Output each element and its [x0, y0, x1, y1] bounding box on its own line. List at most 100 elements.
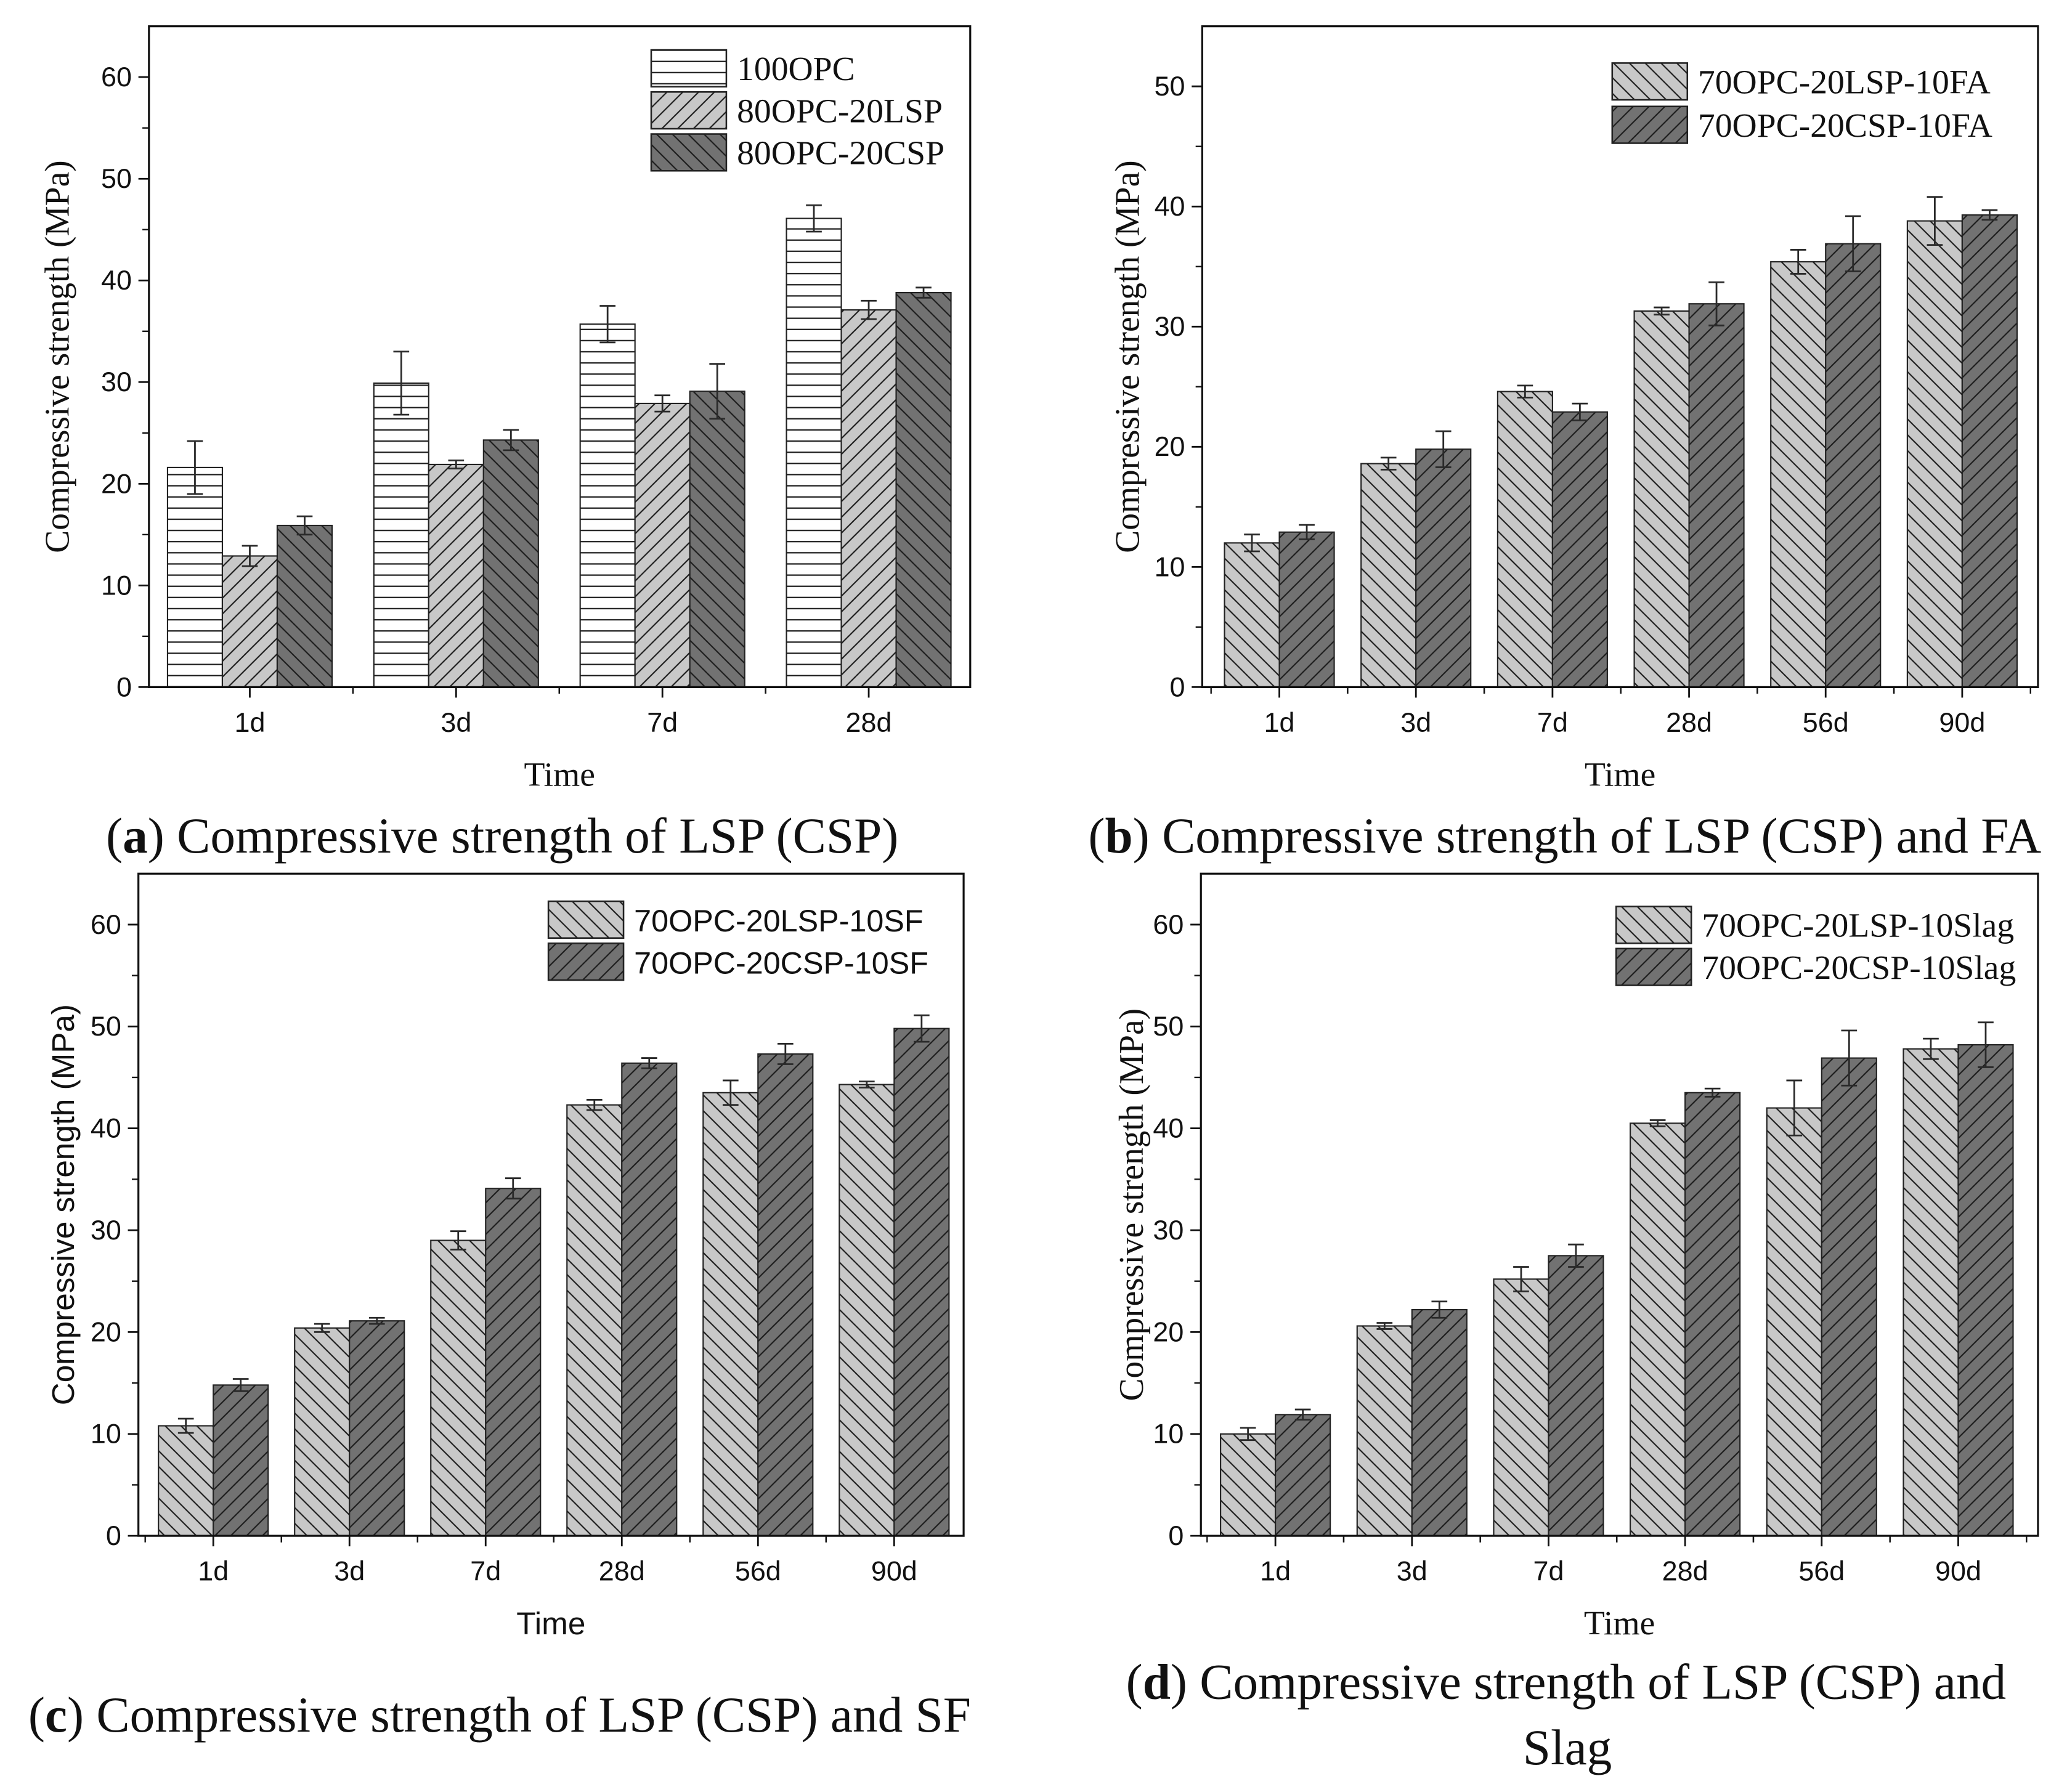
plot-frame: [1200, 872, 2039, 1537]
y-tick-label: 60: [1153, 909, 1184, 940]
x-tick-label: 56d: [735, 1555, 781, 1587]
caption-d: (d) Compressive strength of LSP (CSP) an…: [1126, 1655, 2007, 1710]
y-tick-label: 40: [91, 1113, 121, 1144]
bar-80opc-20csp-1d: [276, 524, 333, 688]
x-tick-label: 7d: [1537, 707, 1568, 738]
x-tick-label: 56d: [1798, 1555, 1845, 1587]
bar-70opc-20lsp-10sf-56d: [702, 1092, 759, 1537]
plot-frame: [137, 872, 965, 1537]
legend-label-70opc-20csp-10fa: 70OPC-20CSP-10FA: [1698, 107, 1992, 145]
bar-80opc-20lsp-7d: [634, 402, 691, 688]
bar-100opc-28d: [786, 217, 842, 688]
error-bar-70opc-20csp-10fa-1d: [1299, 524, 1315, 540]
error-bar-80opc-20csp-7d: [709, 363, 726, 420]
y-tick-label: 20: [91, 1316, 121, 1347]
error-bar-70opc-20csp-10fa-7d: [1572, 402, 1588, 421]
y-tick-label: 20: [101, 468, 132, 499]
bar-70opc-20lsp-10slag-1d: [1220, 1433, 1277, 1537]
x-tick-label: 3d: [1400, 707, 1431, 738]
error-bar-100opc-3d: [393, 351, 410, 416]
y-tick-label: 40: [1155, 190, 1185, 222]
bar-70opc-20lsp-10fa-90d: [1906, 220, 1963, 688]
x-tick-label: 28d: [846, 707, 892, 738]
y-tick-label: 30: [91, 1214, 121, 1246]
legend-label-70opc-20csp-10slag: 70OPC-20CSP-10Slag: [1702, 949, 2016, 987]
legend-swatch-80opc-20csp: [650, 133, 728, 172]
error-bar-80opc-20lsp-28d: [861, 299, 877, 320]
x-tick-label: 1d: [1260, 1555, 1291, 1587]
y-tick-label: 60: [101, 61, 132, 92]
bar-70opc-20lsp-10slag-28d: [1630, 1122, 1686, 1537]
bar-70opc-20csp-10fa-3d: [1415, 448, 1472, 688]
legend-swatch-70opc-20lsp-10fa: [1611, 62, 1689, 101]
bar-100opc-1d: [166, 466, 224, 688]
caption-a-text: ) Compressive strength of LSP (CSP): [148, 808, 899, 864]
error-bar-70opc-20lsp-10sf-3d: [314, 1323, 330, 1333]
bar-70opc-20lsp-10sf-1d: [158, 1425, 214, 1537]
bar-70opc-20csp-10sf-90d: [893, 1028, 950, 1537]
bar-70opc-20lsp-10sf-28d: [566, 1104, 623, 1537]
caption-c-text: ) Compressive strength of LSP (CSP) and …: [67, 1687, 971, 1743]
x-tick-label: 3d: [334, 1555, 365, 1587]
y-tick-label: 20: [1155, 431, 1185, 462]
y-axis-title: Compressive strength (MPa): [1110, 160, 1147, 553]
bar-70opc-20lsp-10fa-28d: [1633, 310, 1690, 688]
bar-80opc-20lsp-28d: [840, 309, 897, 688]
bar-70opc-20lsp-10fa-56d: [1770, 261, 1827, 688]
error-bar-70opc-20csp-10fa-90d: [1981, 209, 1998, 221]
caption-d-open: (: [1126, 1655, 1143, 1710]
x-tick-label: 7d: [470, 1555, 501, 1587]
error-bar-70opc-20csp-10fa-28d: [1708, 281, 1724, 326]
bar-70opc-20csp-10slag-7d: [1548, 1255, 1604, 1537]
y-tick-label: 50: [1155, 70, 1185, 102]
error-bar-70opc-20lsp-10slag-3d: [1376, 1322, 1393, 1330]
y-tick-label: 50: [91, 1010, 121, 1042]
y-tick-label: 10: [1155, 551, 1185, 582]
error-bar-70opc-20lsp-10fa-1d: [1244, 533, 1260, 553]
x-tick-label: 1d: [1264, 707, 1295, 738]
error-bar-70opc-20csp-10sf-56d: [777, 1043, 794, 1065]
caption-c: (c) Compressive strength of LSP (CSP) an…: [28, 1687, 971, 1743]
caption-c-label: c: [45, 1687, 67, 1743]
y-tick-label: 50: [1153, 1010, 1184, 1042]
bar-80opc-20csp-3d: [482, 439, 539, 688]
bar-70opc-20lsp-10sf-90d: [839, 1084, 895, 1537]
caption-a-open: (: [106, 808, 123, 864]
x-axis-title: Time: [516, 1606, 585, 1641]
y-tick-label: 0: [1170, 671, 1185, 702]
bar-70opc-20csp-10sf-3d: [349, 1320, 405, 1537]
legend: 70OPC-20LSP-10Slag 70OPC-20CSP-10Slag: [1615, 906, 2016, 987]
y-tick-label: 10: [1153, 1418, 1184, 1449]
caption-a-label: a: [123, 808, 148, 864]
bar-70opc-20csp-10sf-56d: [757, 1053, 814, 1537]
error-bar-70opc-20csp-10fa-3d: [1435, 430, 1452, 468]
error-bar-80opc-20lsp-3d: [448, 459, 465, 469]
error-bar-70opc-20lsp-10sf-28d: [586, 1098, 603, 1111]
legend-label-70opc-20lsp-10slag: 70OPC-20LSP-10Slag: [1702, 907, 2014, 945]
y-axis-title: Compressive strength (MPa): [1113, 1008, 1151, 1401]
bar-70opc-20lsp-10sf-3d: [294, 1327, 351, 1537]
y-tick-label: 0: [1168, 1520, 1184, 1551]
bar-70opc-20csp-10slag-3d: [1411, 1308, 1468, 1537]
y-tick-label: 50: [101, 163, 132, 194]
error-bar-70opc-20lsp-10sf-90d: [858, 1080, 875, 1089]
error-bar-80opc-20csp-28d: [916, 286, 932, 299]
caption-d-line2: Slag: [1523, 1720, 1612, 1775]
error-bar-70opc-20lsp-10sf-56d: [722, 1079, 739, 1106]
bar-100opc-7d: [579, 323, 636, 688]
y-tick-label: 30: [1153, 1214, 1184, 1246]
bar-70opc-20csp-10fa-7d: [1551, 411, 1608, 688]
legend-label-80opc-20csp: 80OPC-20CSP: [737, 135, 944, 172]
y-tick-label: 20: [1153, 1316, 1184, 1347]
y-axis-title: Compressive strength (MPa): [46, 1004, 81, 1405]
legend-label-100opc: 100OPC: [737, 51, 855, 88]
error-bar-80opc-20lsp-7d: [654, 394, 671, 413]
x-tick-label: 90d: [1939, 707, 1985, 738]
x-tick-label: 7d: [1533, 1555, 1564, 1587]
x-tick-label: 28d: [599, 1555, 645, 1587]
error-bar-70opc-20lsp-10slag-28d: [1649, 1119, 1666, 1127]
error-bar-70opc-20csp-10sf-3d: [368, 1316, 385, 1325]
caption-a: (a) Compressive strength of LSP (CSP): [106, 808, 898, 864]
error-bar-100opc-28d: [806, 204, 822, 233]
chart-a-lsp-csp: 0 10 20 30 40 50 60 1d 3d 7d 28d Time Compressive st…: [39, 25, 972, 793]
